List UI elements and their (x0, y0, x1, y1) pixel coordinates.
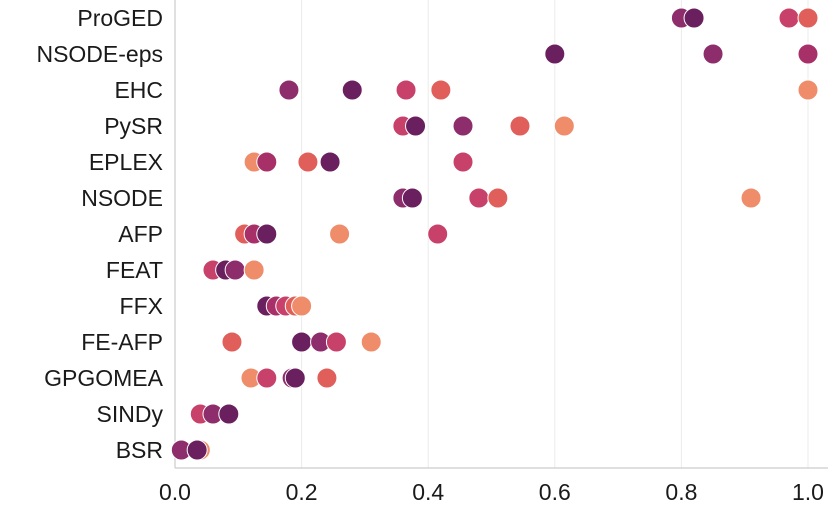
y-category-label: ProGED (77, 5, 163, 31)
y-category-label: EPLEX (89, 149, 163, 175)
data-point (297, 151, 319, 173)
data-point (186, 439, 208, 461)
data-point (341, 79, 363, 101)
data-point (256, 367, 278, 389)
data-point (325, 331, 347, 353)
data-point (553, 115, 575, 137)
data-point (401, 187, 423, 209)
data-point (797, 7, 819, 29)
x-tick-label: 0.6 (539, 479, 571, 505)
data-point (218, 403, 240, 425)
y-category-label: SINDy (97, 401, 164, 427)
y-category-label: NSODE (81, 185, 163, 211)
data-point (256, 151, 278, 173)
y-category-label: PySR (104, 113, 163, 139)
data-point (395, 79, 417, 101)
y-category-label: FFX (120, 293, 163, 319)
y-category-label: EHC (114, 77, 163, 103)
data-point (291, 295, 313, 317)
data-point (797, 43, 819, 65)
data-point (243, 259, 265, 281)
y-category-label: FE-AFP (81, 329, 163, 355)
data-point (329, 223, 351, 245)
data-point (360, 331, 382, 353)
y-category-label: NSODE-eps (36, 41, 163, 67)
y-category-label: FEAT (106, 257, 163, 283)
data-point (316, 367, 338, 389)
data-point (468, 187, 490, 209)
data-point (487, 187, 509, 209)
y-category-labels: ProGED NSODE-eps EHC PySR EPLEX NSODE AFP FEAT F… (36, 5, 163, 463)
y-category-label: BSR (116, 437, 163, 463)
data-point (224, 259, 246, 281)
data-point (291, 331, 313, 353)
data-point (256, 223, 278, 245)
data-point (427, 223, 449, 245)
data-point (544, 43, 566, 65)
data-point (452, 115, 474, 137)
data-points (170, 7, 819, 461)
axes (174, 0, 828, 469)
data-point (430, 79, 452, 101)
x-tick-label: 1.0 (792, 479, 824, 505)
x-tick-label: 0.0 (159, 479, 191, 505)
data-point (221, 331, 243, 353)
data-point (284, 367, 306, 389)
y-category-label: AFP (118, 221, 163, 247)
x-tick-labels: 0.0 0.2 0.4 0.6 0.8 1.0 (159, 479, 824, 505)
data-point (319, 151, 341, 173)
y-category-label: GPGOMEA (44, 365, 164, 391)
data-point (702, 43, 724, 65)
data-point (452, 151, 474, 173)
x-tick-label: 0.4 (412, 479, 444, 505)
data-point (778, 7, 800, 29)
data-point (797, 79, 819, 101)
x-tick-label: 0.8 (665, 479, 697, 505)
data-point (509, 115, 531, 137)
data-point (278, 79, 300, 101)
data-point (740, 187, 762, 209)
data-point (683, 7, 705, 29)
x-tick-label: 0.2 (286, 479, 318, 505)
data-point (405, 115, 427, 137)
